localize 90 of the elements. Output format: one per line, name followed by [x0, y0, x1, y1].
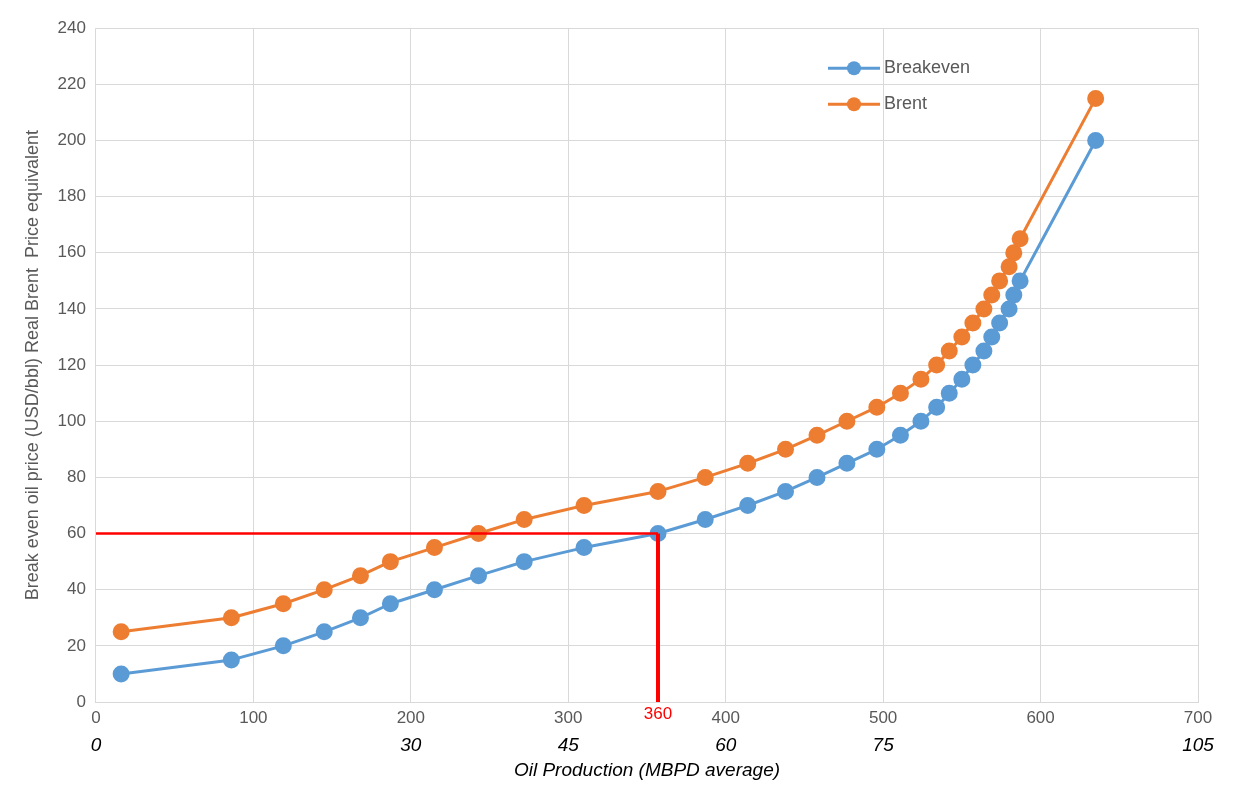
x-tick-label: 600 — [1026, 707, 1055, 727]
x-tick-label: 300 — [554, 707, 583, 727]
point — [425, 581, 443, 599]
point — [1011, 230, 1029, 248]
x-tick-label: 200 — [396, 707, 426, 727]
point — [964, 356, 982, 374]
point — [912, 370, 930, 388]
point — [315, 623, 333, 641]
point — [1005, 286, 1023, 304]
point — [739, 496, 757, 514]
point — [983, 328, 1001, 346]
point — [777, 482, 795, 500]
point — [274, 595, 292, 613]
point — [868, 440, 886, 458]
point — [891, 426, 909, 444]
y-tick-label: 100 — [57, 410, 86, 430]
x-tick-label: 700 — [1183, 707, 1213, 727]
point — [808, 426, 826, 444]
point — [575, 496, 593, 514]
point — [649, 482, 667, 500]
point — [868, 398, 886, 416]
point — [112, 665, 130, 683]
point — [940, 342, 958, 360]
x2-tick-label: 60 — [715, 734, 737, 756]
y-tick-label: 40 — [67, 579, 86, 599]
y-tick-label: 160 — [57, 242, 86, 262]
point — [1087, 132, 1105, 149]
point — [808, 468, 826, 486]
point — [515, 553, 533, 571]
y-tick-label: 0 — [76, 691, 86, 711]
point — [975, 342, 993, 360]
point — [381, 553, 399, 571]
point — [1087, 89, 1105, 107]
x-axis-title: Oil Production (MBPD average) — [513, 758, 781, 780]
point — [838, 454, 856, 472]
point — [928, 356, 946, 374]
point — [515, 511, 533, 529]
point — [991, 314, 1009, 332]
point — [739, 454, 757, 472]
point — [696, 511, 714, 529]
legend-label: Breakeven — [884, 57, 971, 78]
y-tick-label: 180 — [57, 186, 86, 206]
point — [112, 623, 130, 641]
point — [953, 370, 971, 388]
x2-tick-label: 30 — [400, 734, 422, 756]
point — [1000, 258, 1018, 276]
point — [575, 539, 593, 557]
point — [983, 286, 1001, 304]
point — [696, 468, 714, 486]
point — [928, 398, 946, 416]
point — [274, 637, 292, 655]
point — [975, 300, 993, 318]
point — [381, 595, 399, 613]
point — [351, 567, 369, 585]
x-tick-label: 500 — [868, 707, 898, 727]
point — [1000, 300, 1018, 318]
legend-label: Brent — [884, 93, 928, 114]
y-tick-label: 80 — [67, 467, 86, 487]
point — [953, 328, 971, 346]
y-tick-label: 120 — [57, 354, 86, 374]
point — [891, 384, 909, 402]
point — [1005, 244, 1023, 262]
point — [940, 384, 958, 402]
y-axis-title: Break even oil price (USD/bbl) Real Brent Price equivalent — [21, 129, 42, 601]
y-tick-label: 240 — [57, 17, 86, 37]
point — [991, 272, 1009, 290]
point — [315, 581, 333, 599]
y-tick-label: 140 — [57, 298, 86, 318]
x-tick-label: 100 — [239, 707, 268, 727]
x2-tick-label: 105 — [1182, 734, 1215, 756]
x2-tick-label: 75 — [872, 734, 895, 756]
y-tick-label: 60 — [67, 523, 86, 543]
point — [1011, 272, 1029, 290]
point — [912, 412, 930, 430]
y-tick-label: 20 — [67, 635, 86, 655]
point — [964, 314, 982, 332]
point — [777, 440, 795, 458]
point — [222, 609, 240, 627]
y-tick-label: 220 — [57, 74, 86, 94]
point — [425, 539, 443, 557]
point — [222, 651, 240, 669]
point — [351, 609, 369, 627]
x2-tick-label: 0 — [90, 734, 102, 756]
annotation: 360 — [643, 704, 673, 724]
x-tick-label: 0 — [91, 707, 101, 727]
x-tick-label: 400 — [711, 707, 740, 727]
point — [470, 567, 488, 585]
x2-tick-label: 45 — [557, 734, 580, 756]
y-tick-label: 200 — [57, 130, 86, 150]
point — [838, 412, 856, 430]
